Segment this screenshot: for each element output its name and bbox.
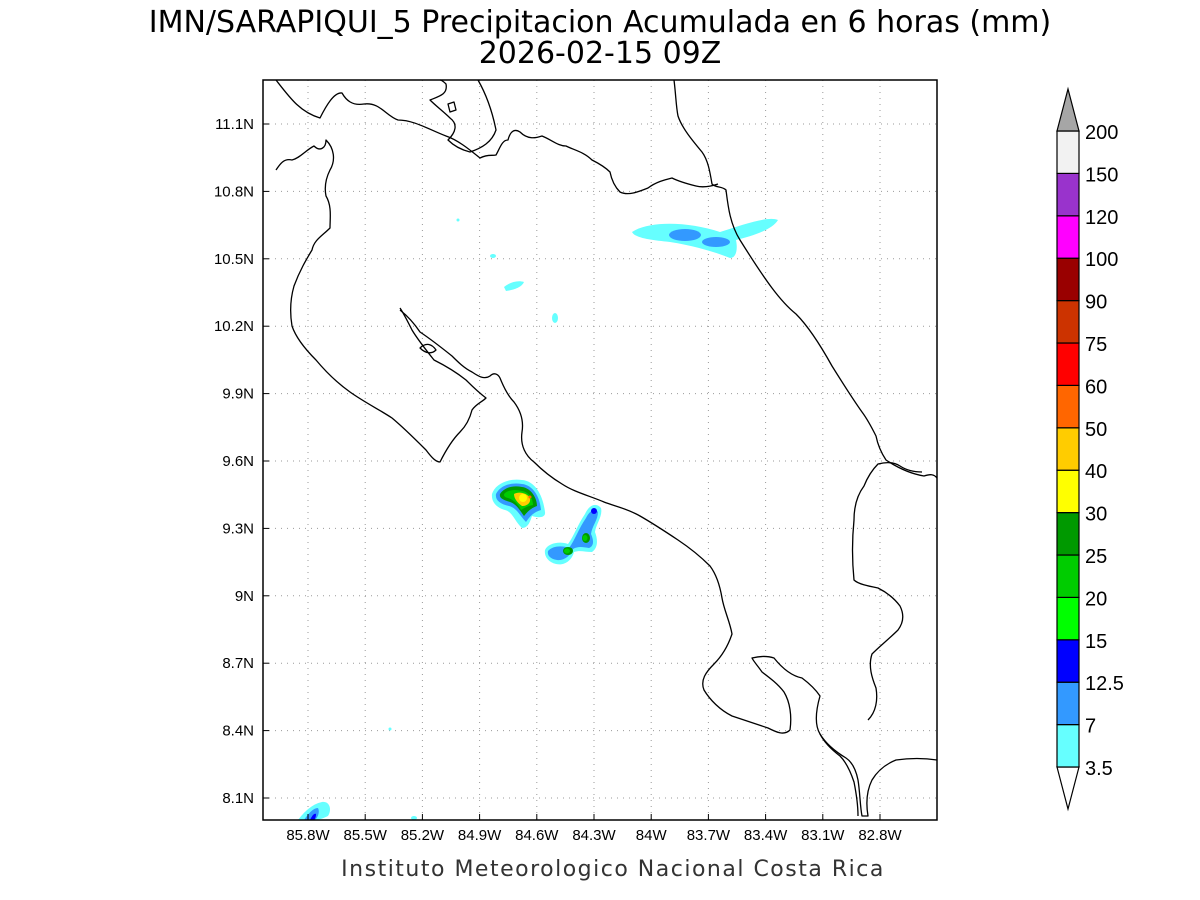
northern-river-border (429, 79, 497, 153)
precipitation-shading (298, 218, 778, 820)
colorbar-level-label: 20 (1085, 588, 1107, 610)
colorbar-swatch (1056, 511, 1080, 556)
caribbean-coast (673, 79, 938, 479)
small-island (447, 101, 457, 113)
colorbar-swatch (1056, 342, 1080, 387)
rain-cell-central-pacific (491, 479, 546, 528)
longitude-tick-label: 83.4W (744, 827, 788, 844)
latitude-tick-label: 9.3N (222, 520, 254, 537)
longitude-tick-label: 84.9W (458, 827, 502, 844)
colorbar-level-label: 50 (1085, 419, 1107, 441)
latitude-tick-label: 10.8N (214, 183, 254, 200)
colorbar-swatch (1056, 384, 1080, 429)
colorbar-extend-low (1056, 766, 1080, 812)
colorbar-level-label: 40 (1085, 461, 1107, 483)
longitude-tick-label: 85.5W (344, 827, 388, 844)
latitude-tick-label: 8.4N (222, 723, 254, 740)
colorbar-level-label: 90 (1085, 292, 1107, 314)
rain-specks-north (388, 218, 558, 820)
longitude-tick-label: 83.7W (687, 827, 731, 844)
latitude-tick-label: 10.5N (214, 251, 254, 268)
latitude-tick-label: 8.1N (222, 790, 254, 807)
colorbar-level-label: 120 (1085, 207, 1118, 229)
colorbar-level-label: 3.5 (1085, 758, 1113, 780)
colorbar-level-label: 25 (1085, 546, 1107, 568)
colorbar-swatch (1056, 215, 1080, 259)
longitude-tick-label: 83.1W (801, 827, 845, 844)
rain-cell-south-pacific (544, 504, 602, 565)
panama-border (819, 733, 859, 817)
golfo-dulce-coast (851, 462, 923, 721)
osa-peninsula (751, 655, 938, 817)
colorbar-legend: 3.5 7 12.5 15 20 25 30 40 50 60 75 90 100 120 150 200 (1056, 86, 1124, 812)
map-gridlines (263, 80, 937, 820)
latitude-axis: 11.1N 10.8N 10.5N 10.2N 9.9N 9.6N 9.3N 9N 8.7N 8.… (214, 116, 269, 807)
longitude-tick-label: 84.6W (515, 827, 559, 844)
colorbar-swatch (1056, 257, 1080, 302)
colorbar-level-label: 75 (1085, 334, 1107, 356)
colorbar-level-label: 12.5 (1085, 673, 1124, 695)
colorbar-swatch (1056, 469, 1080, 514)
coastlines-and-borders (275, 79, 938, 817)
chira-island (419, 343, 437, 354)
latitude-tick-label: 9N (235, 588, 254, 605)
latitude-tick-label: 10.2N (214, 318, 254, 335)
colorbar-swatch (1056, 172, 1080, 217)
longitude-tick-label: 85.8W (286, 827, 330, 844)
colorbar-level-label: 100 (1085, 249, 1118, 271)
map-valid-time: 2026-02-15 09Z (479, 36, 722, 71)
gulf-of-nicoya-coast (399, 309, 791, 734)
nicaragua-lake-shore (275, 79, 719, 195)
colorbar-swatch (1056, 130, 1080, 175)
longitude-axis: 85.8W 85.5W 85.2W 84.9W 84.6W 84.3W 84W 83.7W 83… (286, 814, 903, 844)
longitude-tick-label: 85.2W (401, 827, 445, 844)
rain-cell-southwest-corner (298, 801, 330, 820)
map-background (263, 80, 937, 820)
rain-cell-caribbean-band (632, 218, 778, 258)
colorbar-swatch (1056, 554, 1080, 599)
colorbar-swatch (1056, 596, 1080, 641)
colorbar-swatch (1056, 427, 1080, 471)
colorbar-level-label: 60 (1085, 376, 1107, 398)
colorbar-swatch (1056, 639, 1080, 683)
longitude-tick-label: 84.3W (572, 827, 616, 844)
colorbar-level-label: 30 (1085, 504, 1107, 526)
longitude-tick-label: 82.8W (858, 827, 902, 844)
latitude-tick-label: 9.6N (222, 453, 254, 470)
colorbar-level-label: 15 (1085, 631, 1107, 653)
pacific-nicoya-coast (275, 139, 487, 463)
map-title: IMN/SARAPIQUI_5 Precipitacion Acumulada … (149, 5, 1051, 40)
colorbar-extend-high (1056, 86, 1080, 132)
map-panel: 85.8W 85.5W 85.2W 84.9W 84.6W 84.3W 84W 83.7W 83… (214, 79, 938, 844)
institution-footer: Instituto Meteorologico Nacional Costa R… (341, 857, 885, 882)
colorbar-swatch (1056, 723, 1080, 768)
longitude-tick-label: 84W (636, 827, 668, 844)
colorbar-swatch (1056, 300, 1080, 344)
colorbar-swatch (1056, 681, 1080, 726)
latitude-tick-label: 8.7N (222, 655, 254, 672)
colorbar-level-label: 200 (1085, 122, 1118, 144)
colorbar-level-label: 150 (1085, 164, 1118, 186)
colorbar-level-label: 7 (1085, 716, 1096, 738)
map-frame (262, 79, 938, 821)
latitude-tick-label: 11.1N (215, 116, 254, 133)
latitude-tick-label: 9.9N (222, 386, 254, 403)
